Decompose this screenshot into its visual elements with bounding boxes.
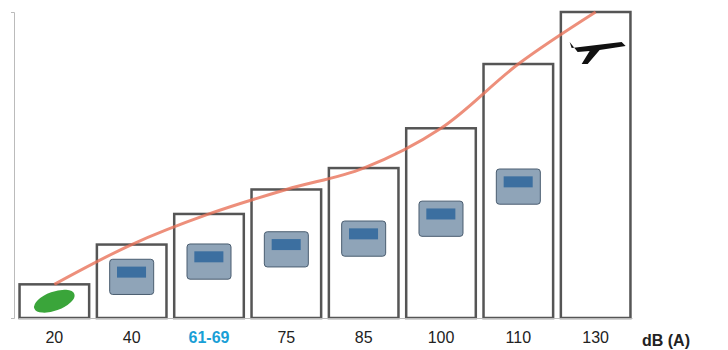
x-tick-label: 110: [506, 329, 532, 346]
bar: [484, 64, 554, 318]
x-tick-label: 85: [355, 329, 373, 346]
x-tick-label: 75: [277, 329, 295, 346]
y-tick: [11, 12, 14, 13]
machine-icon-detail: [349, 228, 378, 239]
bar: [406, 128, 476, 318]
machine-icon-detail: [504, 176, 533, 187]
x-tick-label: 130: [582, 329, 609, 346]
x-tick: 75: [277, 318, 295, 346]
machine-icon-detail: [426, 208, 455, 219]
y-tick: [11, 318, 14, 319]
bar: [252, 189, 322, 318]
x-axis-line: [19, 318, 633, 319]
chart: 20 40 61-69 75 85 100 110 130 dB (A): [0, 0, 728, 350]
machine-icon: [187, 244, 231, 279]
machine-icon-detail: [194, 251, 223, 262]
bar: [329, 168, 399, 318]
x-tick-label: 40: [123, 329, 141, 346]
x-tick: 85: [355, 318, 373, 346]
y-axis: [11, 13, 15, 319]
machine-icon: [110, 259, 154, 294]
y-tick-mark: [11, 318, 14, 319]
x-tick-label: 61-69: [189, 329, 230, 346]
y-tick-mark: [11, 12, 14, 13]
machine-icon: [342, 221, 386, 256]
x-tick: 130: [582, 318, 609, 346]
plot-area: [20, 12, 631, 318]
y-axis-line: [11, 13, 15, 319]
x-tick-label: 20: [45, 329, 63, 346]
trend-line: [54, 12, 595, 284]
machine-icon: [419, 201, 463, 236]
bar: [20, 284, 90, 318]
bar: [561, 12, 631, 318]
machine-icon-detail: [117, 267, 146, 278]
machine-icon: [496, 169, 540, 204]
x-tick: 110: [506, 318, 532, 346]
x-axis: 20 40 61-69 75 85 100 110 130: [19, 318, 633, 346]
x-tick: 20: [45, 318, 63, 346]
machine-icon-detail: [272, 239, 301, 250]
plane-icon: [570, 42, 626, 64]
bar: [174, 214, 244, 318]
x-axis-title: dB (A): [642, 332, 690, 349]
machine-icon: [264, 232, 308, 267]
x-tick: 61-69: [189, 318, 230, 346]
leaf-icon: [31, 285, 77, 317]
x-tick-label: 100: [428, 329, 455, 346]
x-tick: 100: [428, 318, 455, 346]
x-tick: 40: [123, 318, 141, 346]
